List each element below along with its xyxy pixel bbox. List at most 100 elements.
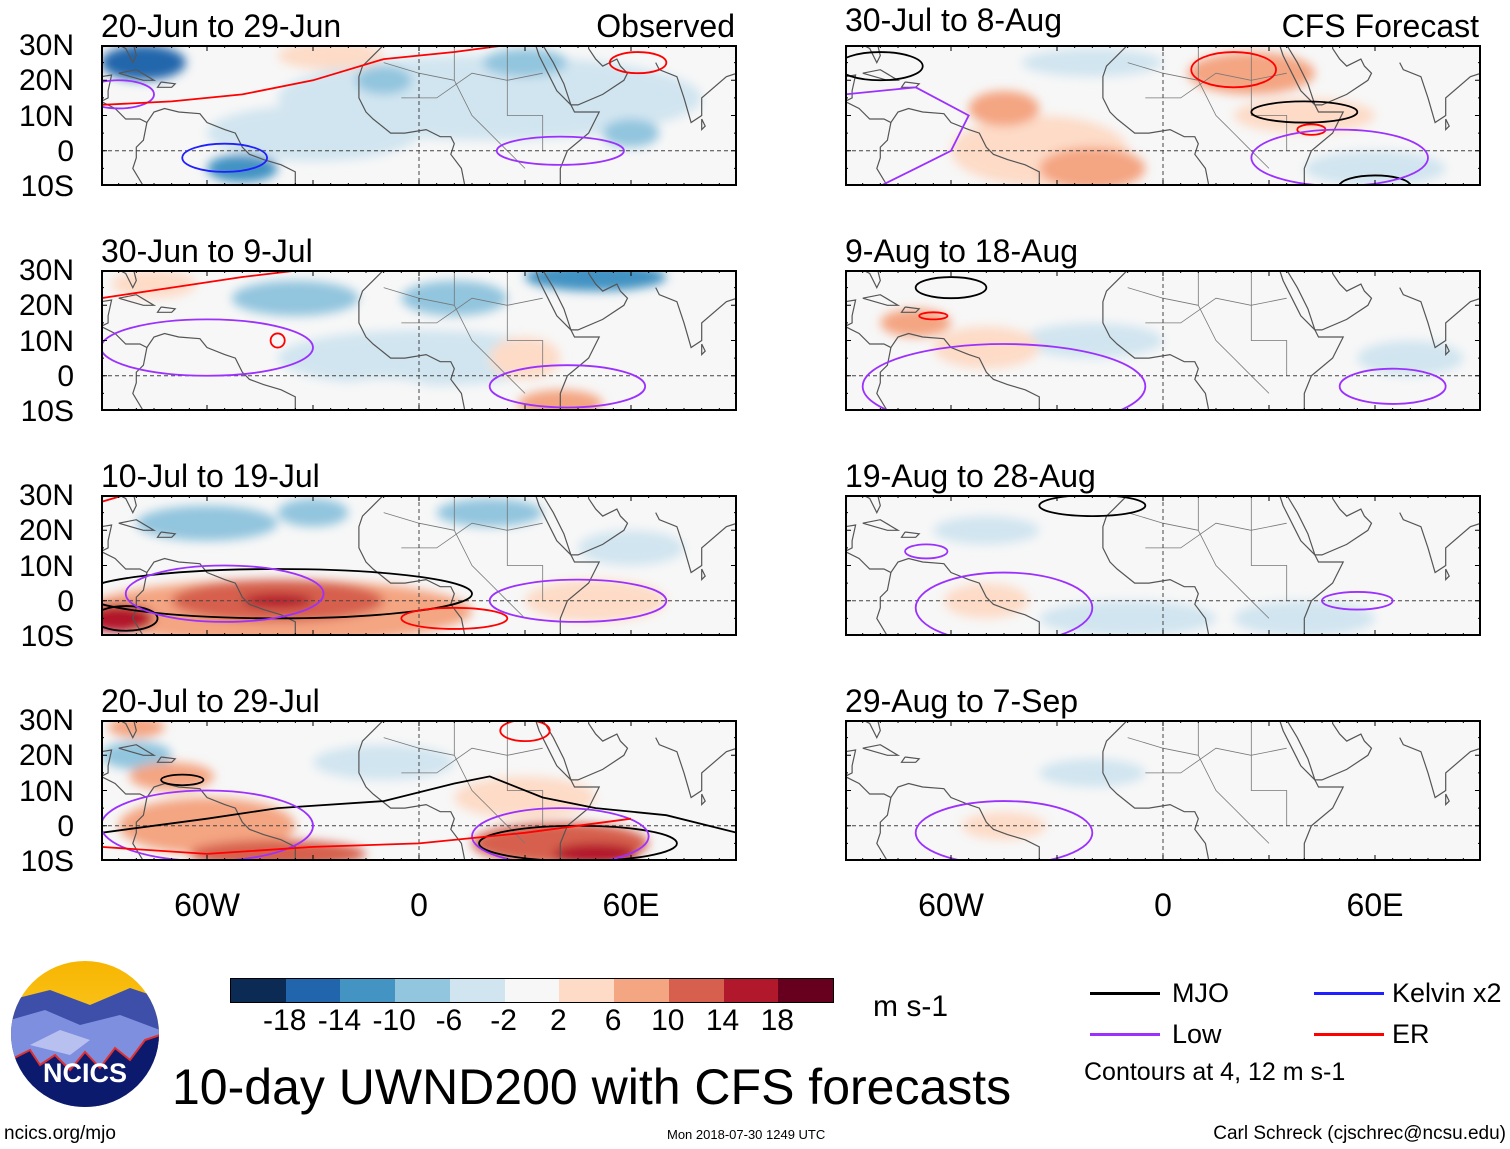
forecast-label: CFS Forecast [1281, 8, 1479, 44]
contour-low [495, 135, 625, 166]
map-svg [845, 270, 1481, 411]
coastline [101, 524, 113, 552]
anomaly-shading [101, 741, 172, 770]
map-panel [845, 495, 1481, 636]
contour-er [1190, 51, 1277, 89]
colorbar-tick-label: 18 [760, 1004, 794, 1037]
coastline [655, 287, 737, 349]
colorbar-swatch [668, 979, 724, 1002]
coastline [845, 524, 857, 552]
contour-low [1338, 367, 1447, 405]
coastline [862, 294, 901, 306]
colorbar-unit: m s-1 [873, 990, 948, 1023]
lat-label: 30N [18, 479, 74, 512]
footer-url[interactable]: ncics.org/mjo [4, 1123, 116, 1144]
border [1197, 270, 1270, 394]
coastline [118, 744, 157, 756]
coastline [101, 325, 296, 411]
coastline [118, 519, 157, 531]
contour-low [101, 318, 314, 377]
lon-label: 0 [410, 887, 428, 923]
contour-low [904, 543, 949, 560]
contour-er [499, 720, 551, 743]
anomaly-shading [489, 336, 561, 380]
contour-er [608, 51, 668, 75]
lat-label: 10N [18, 324, 74, 358]
coastline [101, 74, 113, 102]
figure-title: 10-day UWND200 with CFS forecasts [172, 1059, 1012, 1115]
contour-mjo [101, 775, 737, 834]
coastline [156, 531, 177, 538]
coastline [876, 797, 892, 861]
panel-title: 9-Aug to 18-Aug [845, 233, 1079, 269]
contour-low [471, 807, 650, 861]
lat-label: 10N [18, 774, 74, 808]
anomaly-shading [207, 104, 419, 162]
legend-kelvin-line [1314, 992, 1384, 995]
lat-label: 10S [20, 620, 74, 653]
coastline [701, 793, 706, 807]
border [1250, 720, 1287, 756]
contour-low [914, 800, 1094, 861]
coastline [156, 306, 177, 313]
anomaly-shading [1357, 340, 1464, 376]
contour-er [101, 817, 632, 855]
anomaly-shading [1286, 825, 1464, 861]
colorbar-tick-label: 14 [705, 1004, 740, 1037]
map-svg [101, 45, 737, 186]
anomaly-shading [525, 579, 667, 622]
anomaly-shading [1021, 48, 1163, 77]
coastline [900, 531, 921, 538]
border [506, 720, 543, 756]
anomaly-shading [482, 48, 568, 77]
colorbar-tick-label: 6 [604, 1004, 622, 1037]
colorbar-tick-label: -6 [435, 1004, 463, 1037]
coastline [1286, 270, 1373, 331]
coastline [1445, 118, 1450, 132]
coastline [845, 749, 857, 777]
contour-er [918, 311, 949, 321]
coastline [1279, 720, 1345, 861]
anomaly-shading [968, 90, 1040, 127]
panel-title: 10-Jul to 19-Jul [101, 458, 320, 494]
coastline [132, 572, 148, 636]
map-panel [845, 270, 1481, 411]
coastline [542, 270, 629, 331]
panel-title: 29-Aug to 7-Sep [845, 683, 1079, 719]
border [1197, 495, 1270, 619]
border [1250, 495, 1287, 531]
coastline [900, 306, 921, 313]
border [453, 45, 526, 169]
map-svg [845, 495, 1481, 636]
contour-mjo [101, 605, 159, 632]
coastline [701, 568, 706, 582]
colorbar-swatch [614, 979, 669, 1002]
map-frame [845, 45, 1481, 186]
map-frame [101, 720, 737, 861]
logo-text: NCICS [43, 1058, 127, 1088]
anomaly-shading [436, 498, 543, 527]
border [1197, 45, 1270, 169]
map-frame [101, 495, 737, 636]
anomaly-shading [933, 516, 1040, 545]
coastline [101, 299, 113, 327]
map-panel [845, 45, 1481, 186]
map-panel [101, 45, 737, 186]
anomaly-shading [129, 762, 215, 791]
border [453, 720, 526, 844]
coastline [701, 343, 706, 357]
coastline [1279, 270, 1345, 411]
legend-low-label: Low [1172, 1019, 1222, 1049]
coastline [535, 270, 601, 411]
coastline [862, 519, 901, 531]
anomaly-shading [1233, 97, 1375, 134]
lat-label: 10N [18, 99, 74, 133]
anomaly-shading [1304, 150, 1446, 186]
contour-low [101, 789, 314, 861]
anomaly-shading [933, 326, 1040, 369]
map-frame [845, 495, 1481, 636]
coastline [358, 720, 466, 861]
lat-label: 10S [20, 170, 74, 203]
map-panel [101, 270, 737, 411]
